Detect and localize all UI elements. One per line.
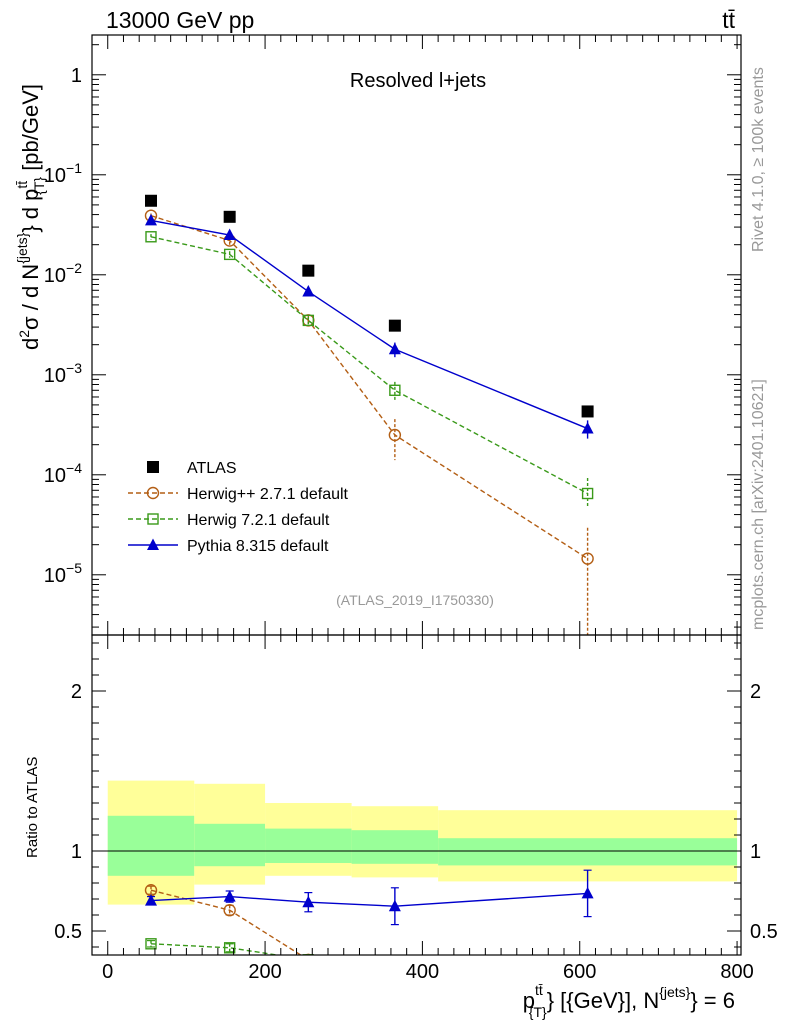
data-point — [581, 422, 594, 434]
ratio-panel-series — [144, 869, 594, 1004]
analysis-watermark: (ATLAS_2019_I1750330) — [336, 592, 494, 608]
x-tick-label: 0 — [102, 961, 113, 983]
green-band-bin — [107, 815, 195, 876]
ratio-y-tick-label-right: 1 — [750, 841, 761, 863]
uncertainty-bands — [92, 780, 741, 905]
data-point — [581, 886, 594, 899]
header-left: 13000 GeV pp — [106, 7, 254, 33]
axes: 1 10−1 10−2 10−3 10−4 10−5 0 200 400 600 800 0.5 0.5… — [44, 34, 778, 983]
data-point — [223, 248, 236, 261]
x-tick-label: 200 — [248, 961, 281, 983]
data-point — [581, 552, 594, 565]
legend: ATLAS Herwig++ 2.7.1 default Herwig 7.2.1 … — [128, 460, 349, 555]
data-point — [223, 890, 236, 902]
green-band-bin — [351, 830, 439, 864]
legend-item: Herwig 7.2.1 default — [128, 512, 330, 529]
y-tick-label: 10−2 — [44, 260, 82, 287]
legend-marker — [147, 538, 159, 550]
green-band-bin — [265, 828, 352, 863]
green-band-bin — [438, 838, 738, 866]
legend-label: Pythia 8.315 default — [187, 538, 329, 555]
data-point — [302, 264, 315, 277]
series-line — [150, 236, 588, 495]
legend-label: ATLAS — [187, 460, 237, 477]
y-tick-label: 10−1 — [44, 160, 82, 187]
source-label: mcplots.cern.ch [arXiv:2401.10621] — [750, 379, 767, 630]
data-point — [389, 384, 401, 396]
data-point — [223, 228, 236, 240]
legend-marker — [147, 461, 159, 473]
data-point — [145, 194, 157, 207]
series-line — [150, 892, 588, 907]
ratio-series-2 — [145, 869, 594, 926]
main-y-axis-label: d2σ / d N{jets}} d ptt̄{T} [pb/GeV] — [14, 84, 47, 350]
legend-item: ATLAS — [147, 460, 237, 477]
rivet-version-label: Rivet 4.1.0, ≥ 100k events — [750, 67, 767, 252]
data-point — [145, 231, 157, 243]
series-line — [150, 943, 282, 955]
ratio-y-tick-label-right: 0.5 — [750, 921, 778, 943]
data-point — [302, 314, 315, 327]
ratio-y-tick-label: 1 — [71, 841, 82, 863]
ratio-y-tick-label-right: 2 — [750, 681, 761, 703]
data-point — [223, 942, 236, 954]
data-point — [145, 213, 157, 226]
x-tick-label: 800 — [720, 961, 753, 983]
main-series-2 — [145, 231, 594, 508]
data-point — [388, 428, 402, 442]
green-band-bin — [194, 823, 266, 867]
y-tick-label: 10−3 — [44, 360, 82, 387]
legend-item: Pythia 8.315 default — [128, 538, 329, 555]
panel-title: Resolved l+jets — [350, 70, 486, 92]
ratio-series-1 — [145, 938, 400, 979]
data-point — [388, 319, 401, 332]
data-point — [390, 969, 400, 979]
y-tick-label: 1 — [71, 65, 82, 87]
data-series — [144, 194, 594, 1004]
ratio-y-axis-label: Ratio to ATLAS — [24, 757, 41, 858]
ratio-frame — [91, 634, 742, 956]
data-point — [302, 954, 315, 955]
series-line — [150, 215, 588, 560]
ratio-y-tick-label: 0.5 — [54, 921, 82, 943]
data-point — [223, 210, 236, 223]
x-tick-label: 600 — [563, 961, 596, 983]
y-tick-label: 10−5 — [44, 560, 82, 587]
data-point — [304, 953, 313, 955]
y-tick-label: 10−4 — [44, 460, 82, 487]
data-point — [145, 938, 157, 950]
data-point — [389, 993, 400, 1004]
main-series-3 — [145, 213, 594, 439]
data-point — [388, 899, 401, 912]
legend-label: Herwig++ 2.7.1 default — [187, 486, 349, 503]
legend-label: Herwig 7.2.1 default — [187, 512, 330, 529]
data-point — [388, 342, 401, 355]
data-point — [581, 487, 594, 500]
data-point — [302, 285, 315, 297]
legend-marker — [146, 486, 160, 500]
main-series-1 — [144, 209, 594, 635]
ratio-y-tick-label: 2 — [71, 681, 82, 703]
legend-marker — [147, 513, 159, 525]
main-panel-series — [144, 194, 594, 635]
main-series-0 — [145, 194, 594, 418]
data-point — [581, 405, 594, 418]
data-point — [302, 895, 315, 908]
data-point — [145, 894, 157, 906]
x-axis-label: ptt̄ {T}} [{GeV}], N{jets}} = 6 — [523, 982, 735, 1020]
x-tick-label: 400 — [406, 961, 439, 983]
data-point — [223, 904, 236, 917]
legend-item: Herwig++ 2.7.1 default — [128, 486, 349, 503]
header-right: tt̄ — [722, 7, 735, 33]
